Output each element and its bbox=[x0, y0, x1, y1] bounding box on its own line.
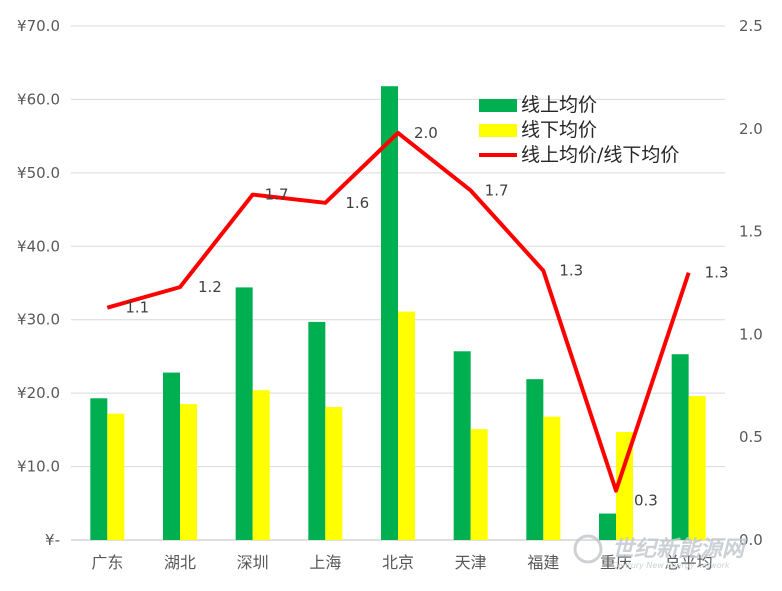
left-tick-label: ¥40.0 bbox=[17, 237, 60, 255]
ratio-data-label: 1.7 bbox=[485, 181, 509, 199]
category-label: 上海 bbox=[309, 553, 341, 572]
online-price-bar bbox=[308, 322, 325, 540]
ratio-data-label: 1.3 bbox=[559, 262, 583, 280]
watermark-text: 世纪新能源网 bbox=[612, 536, 747, 562]
online-price-bar bbox=[90, 398, 107, 540]
ratio-data-label: 1.2 bbox=[198, 278, 222, 296]
offline-price-bar bbox=[543, 417, 560, 540]
left-tick-label: ¥10.0 bbox=[17, 458, 60, 476]
offline-price-bar bbox=[398, 312, 415, 540]
online-price-bar bbox=[381, 86, 398, 540]
legend-swatch-online bbox=[479, 99, 517, 112]
legend-label-online: 线上均价 bbox=[521, 94, 597, 116]
category-label: 天津 bbox=[455, 553, 487, 572]
online-price-bar bbox=[163, 373, 180, 540]
ratio-data-label: 2.0 bbox=[414, 124, 438, 142]
legend-swatch-offline bbox=[479, 124, 517, 137]
online-price-bar bbox=[236, 287, 253, 540]
ratio-data-label: 1.3 bbox=[705, 264, 729, 282]
left-tick-label: ¥20.0 bbox=[17, 384, 60, 402]
ratio-data-label: 1.7 bbox=[265, 186, 289, 204]
left-tick-label: ¥70.0 bbox=[17, 17, 60, 35]
right-tick-label: 0.5 bbox=[739, 428, 763, 446]
right-tick-label: 1.5 bbox=[739, 223, 763, 241]
ratio-data-label: 0.3 bbox=[634, 492, 658, 510]
ratio-data-label: 1.6 bbox=[345, 194, 369, 212]
left-tick-label: ¥- bbox=[45, 531, 60, 549]
offline-price-bar bbox=[253, 390, 270, 540]
legend: 线上均价 线下均价 线上均价/线下均价 bbox=[479, 94, 679, 166]
legend-label-offline: 线下均价 bbox=[521, 119, 597, 141]
category-label: 湖北 bbox=[164, 553, 196, 572]
category-label: 北京 bbox=[382, 553, 414, 572]
online-price-bar bbox=[454, 351, 471, 540]
left-tick-label: ¥50.0 bbox=[17, 164, 60, 182]
offline-price-bar bbox=[471, 429, 488, 540]
offline-price-bar bbox=[325, 407, 342, 540]
right-tick-label: 1.0 bbox=[739, 325, 763, 343]
category-label: 福建 bbox=[527, 553, 559, 572]
legend-label-ratio: 线上均价/线下均价 bbox=[521, 144, 679, 166]
left-tick-label: ¥30.0 bbox=[17, 311, 60, 329]
left-tick-label: ¥60.0 bbox=[17, 90, 60, 108]
watermark-subtext: Century New Energy network bbox=[612, 561, 730, 570]
right-axis: 0.00.51.01.52.02.5 bbox=[739, 17, 763, 549]
ratio-data-label: 1.1 bbox=[125, 299, 149, 317]
online-price-bar bbox=[526, 379, 543, 540]
category-label: 广东 bbox=[91, 553, 123, 572]
ratio-data-labels: 1.1 1.2 1.7 1.6 2.0 1.7 1.3 0.3 1.3 bbox=[125, 124, 728, 510]
right-tick-label: 2.5 bbox=[739, 17, 763, 35]
online-price-bar bbox=[672, 354, 689, 540]
left-axis: ¥- ¥10.0 ¥20.0 ¥30.0 ¥40.0 ¥50.0 ¥60.0 ¥70.0 bbox=[17, 17, 60, 549]
category-label: 深圳 bbox=[237, 553, 269, 572]
offline-price-bar bbox=[180, 404, 197, 540]
right-tick-label: 2.0 bbox=[739, 120, 763, 138]
offline-price-bar bbox=[107, 414, 124, 540]
offline-price-bar bbox=[689, 396, 706, 540]
